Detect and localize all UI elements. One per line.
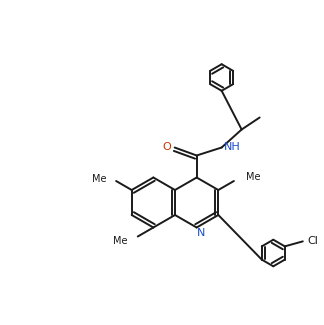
Text: Me: Me xyxy=(246,172,260,182)
Text: O: O xyxy=(162,142,171,152)
Text: N: N xyxy=(196,228,205,239)
Text: Me: Me xyxy=(113,236,128,245)
Text: NH: NH xyxy=(224,142,241,152)
Text: Cl: Cl xyxy=(307,236,318,246)
Text: Me: Me xyxy=(92,174,106,184)
